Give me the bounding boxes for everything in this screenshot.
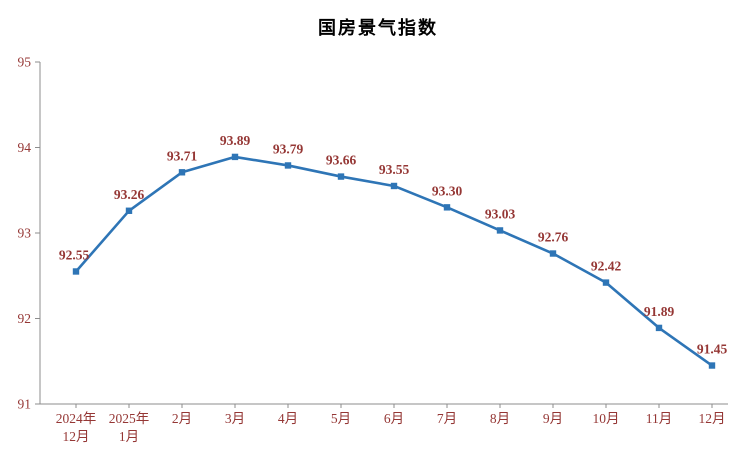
data-point-marker — [231, 153, 239, 161]
data-point-label: 93.30 — [432, 183, 463, 198]
data-point-marker — [708, 362, 716, 369]
data-point-marker — [549, 250, 557, 257]
y-tick-label: 92 — [18, 311, 32, 326]
x-tick-label: 5月 — [331, 411, 351, 426]
data-point-marker — [655, 324, 663, 332]
x-tick-label: 11月 — [646, 411, 673, 426]
data-point-marker — [602, 279, 610, 286]
data-point-label: 91.45 — [697, 342, 728, 357]
data-point-label: 93.55 — [379, 162, 410, 177]
data-point-marker — [443, 204, 451, 211]
x-tick-label: 3月 — [225, 411, 245, 426]
x-tick-label: 2025年 1月 — [109, 411, 150, 444]
data-point-marker — [284, 162, 292, 169]
y-tick-label: 94 — [18, 140, 32, 155]
data-point-label: 92.55 — [59, 247, 90, 262]
data-point-marker — [337, 173, 345, 180]
chart-title: 国房景气指数 — [318, 18, 438, 38]
x-tick-label: 6月 — [384, 411, 404, 426]
data-point-label: 92.76 — [538, 230, 569, 245]
data-point-marker — [178, 169, 186, 176]
x-tick-label: 10月 — [593, 411, 620, 426]
data-point-marker — [125, 207, 133, 214]
data-point-label: 92.42 — [591, 259, 622, 274]
x-tick-label: 7月 — [437, 411, 457, 426]
x-tick-label: 2月 — [172, 411, 192, 426]
data-point-label: 93.71 — [167, 148, 198, 163]
y-tick-label: 95 — [18, 55, 32, 70]
data-point-marker — [72, 268, 80, 275]
x-tick-label: 4月 — [278, 411, 298, 426]
y-tick-label: 91 — [18, 397, 32, 412]
x-tick-label: 12月 — [699, 411, 726, 426]
data-point-label: 93.66 — [326, 153, 357, 168]
data-point-label: 91.89 — [644, 304, 675, 319]
data-point-label: 93.03 — [485, 206, 516, 221]
y-tick-label: 93 — [18, 226, 32, 241]
data-point-label: 93.89 — [220, 133, 251, 148]
data-point-marker — [496, 227, 504, 234]
x-tick-label: 2024年 12月 — [56, 411, 97, 444]
data-point-label: 93.26 — [114, 187, 145, 202]
data-point-label: 93.79 — [273, 141, 304, 156]
x-tick-label: 8月 — [490, 411, 510, 426]
x-tick-label: 9月 — [543, 411, 563, 426]
data-point-marker — [390, 182, 398, 190]
